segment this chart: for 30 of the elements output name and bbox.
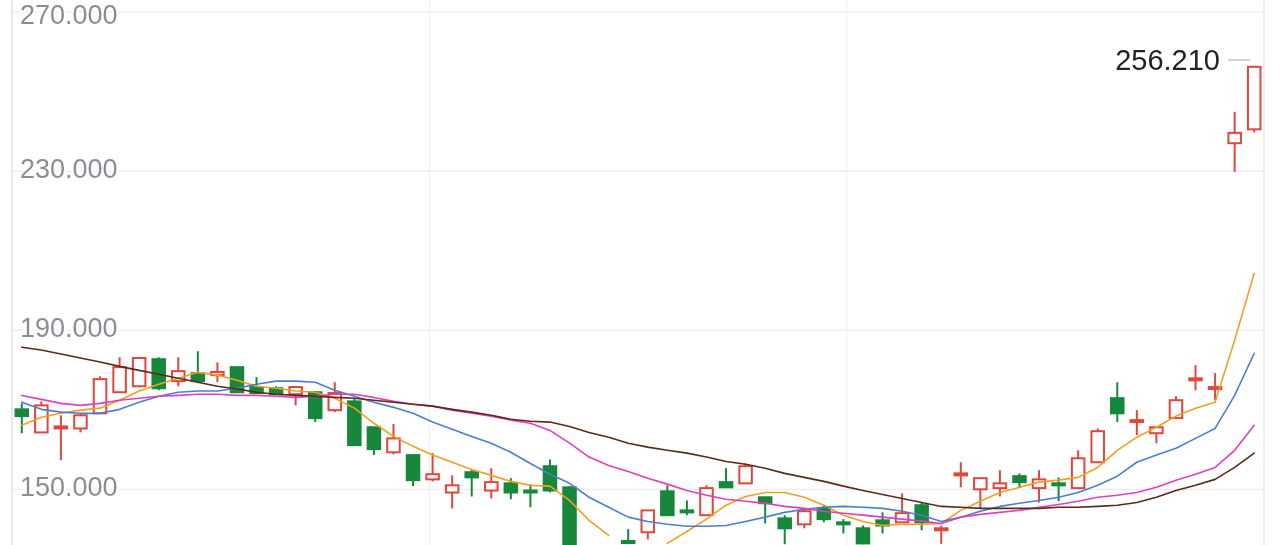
y-tick-label: 230.000	[20, 154, 118, 185]
candlestick	[953, 461, 969, 489]
y-tick-label: 150.000	[20, 472, 118, 503]
candlestick	[640, 509, 656, 541]
y-tick-label: 190.000	[20, 313, 118, 344]
candlestick	[992, 469, 1008, 498]
candlestick	[660, 484, 675, 517]
candlestick	[718, 467, 734, 489]
candlestick	[1188, 364, 1203, 392]
candlestick	[425, 452, 440, 483]
candlestick	[523, 483, 538, 509]
candlestick	[738, 462, 753, 485]
candlestick	[464, 468, 479, 498]
candlestick	[366, 426, 382, 457]
candlestick	[503, 477, 519, 501]
candlestick	[1207, 372, 1223, 402]
candlestick	[777, 514, 792, 545]
candlestick	[386, 423, 401, 456]
candlestick	[1110, 381, 1125, 424]
candlestick	[14, 402, 30, 435]
annotation: 256.210	[1115, 44, 1220, 76]
candlestick	[973, 477, 988, 510]
candlestick	[484, 467, 499, 500]
candlestick	[933, 524, 949, 545]
candlestick	[1227, 110, 1242, 173]
candlestick	[1051, 476, 1066, 503]
candlestick	[53, 414, 69, 462]
candlestick	[444, 474, 460, 510]
y-tick-label: 270.000	[20, 0, 118, 31]
candlestick	[1129, 409, 1145, 437]
